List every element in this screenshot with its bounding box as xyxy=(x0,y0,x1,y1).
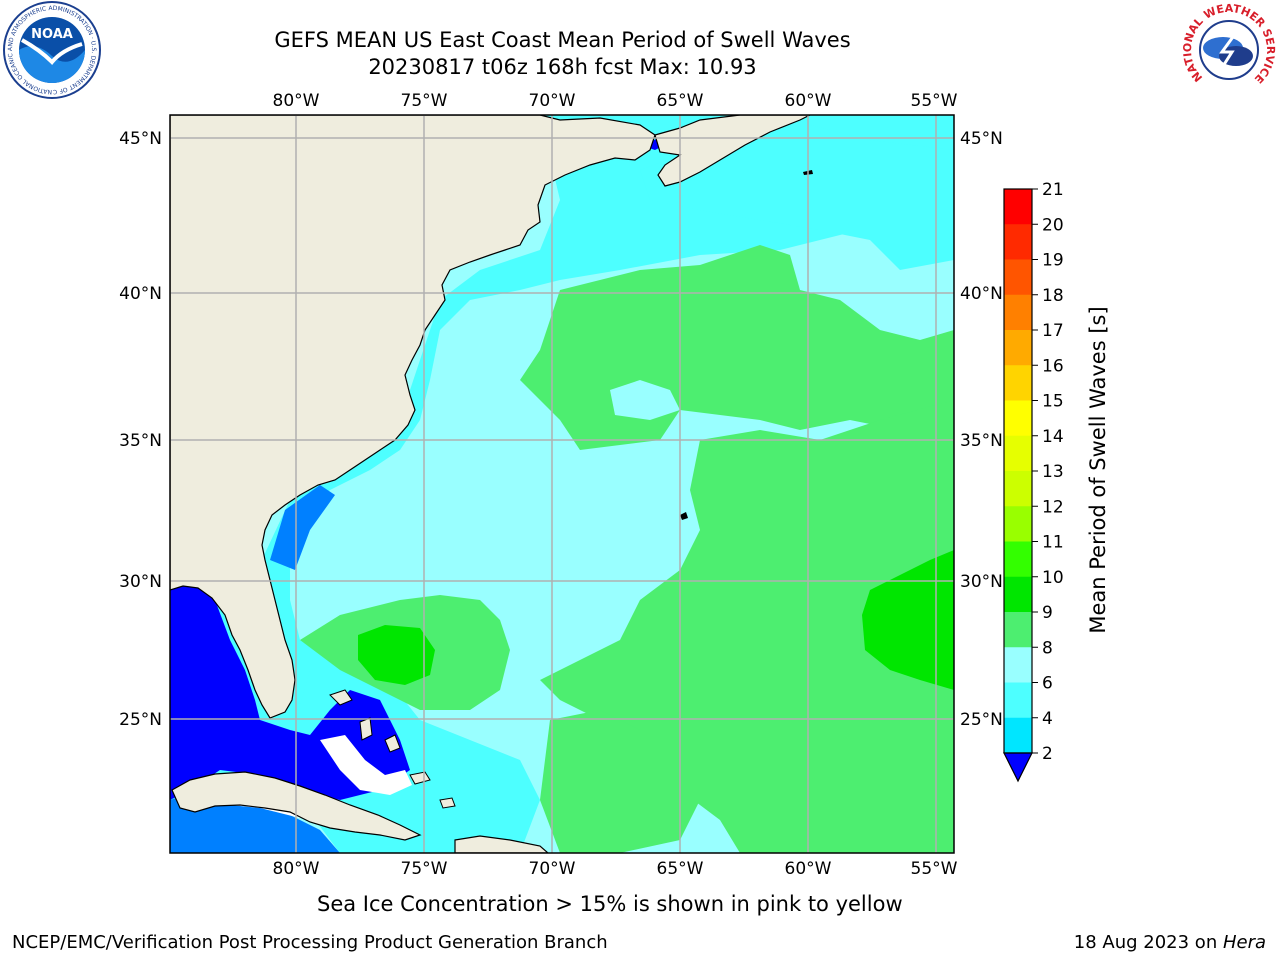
footer-date: 18 Aug 2023 on Hera xyxy=(1074,932,1266,953)
footer-host: Hera xyxy=(1222,932,1266,953)
lon-tick-bottom: 60°W xyxy=(785,859,832,879)
colorbar-segment xyxy=(1004,294,1032,331)
colorbar: 21 20 19 18 17 16 15 14 13 12 11 10 9 8 6 4 2 xyxy=(1003,180,1064,783)
lon-tick-top: 80°W xyxy=(273,91,320,111)
lat-tick-right: 40°N xyxy=(960,284,1003,304)
colorbar-label: 19 xyxy=(1042,251,1064,271)
colorbar-label: 12 xyxy=(1042,497,1064,517)
lon-tick-top: 65°W xyxy=(657,91,704,111)
land-maritimes xyxy=(654,115,811,187)
colorbar-label: 18 xyxy=(1042,286,1064,306)
colorbar-segment xyxy=(1004,717,1032,754)
colorbar-label: 15 xyxy=(1042,392,1064,412)
lon-tick-bottom: 80°W xyxy=(273,859,320,879)
colorbar-label: 21 xyxy=(1042,180,1064,200)
colorbar-segment xyxy=(1004,224,1032,260)
lon-tick-top: 75°W xyxy=(401,91,448,111)
lon-tick-bottom: 70°W xyxy=(529,859,576,879)
nws-logo: NATIONAL WEATHER SERVICE xyxy=(1181,2,1277,97)
footer-credit: NCEP/EMC/Verification Post Processing Pr… xyxy=(12,932,608,953)
colorbar-segment xyxy=(1004,541,1032,578)
noaa-logo: NATIONAL OCEANIC AND ATMOSPHERIC ADMINIS… xyxy=(0,0,101,99)
lon-labels-bottom: 80°W 75°W 70°W 65°W 60°W 55°W xyxy=(273,859,958,879)
lat-tick-left: 45°N xyxy=(119,129,162,149)
colorbar-label: 16 xyxy=(1042,356,1064,376)
land-north-america xyxy=(170,115,656,719)
swell-zone-4-6-coast xyxy=(270,485,335,570)
land-islet-bermuda xyxy=(680,512,688,520)
colorbar-label: 8 xyxy=(1042,638,1053,658)
colorbar-label: 2 xyxy=(1042,744,1053,764)
colorbar-segment xyxy=(1004,435,1032,472)
lon-tick-bottom: 55°W xyxy=(911,859,958,879)
map-plot-area xyxy=(170,115,954,853)
lon-labels-top: 80°W 75°W 70°W 65°W 60°W 55°W xyxy=(273,91,958,111)
chart-subtitle: 20230817 t06z 168h fcst Max: 10.93 xyxy=(368,55,757,79)
lon-tick-bottom: 65°W xyxy=(657,859,704,879)
lat-tick-right: 25°N xyxy=(960,710,1003,730)
colorbar-label: 14 xyxy=(1042,427,1064,447)
land-hispaniola xyxy=(454,835,549,853)
lon-tick-top: 55°W xyxy=(911,91,958,111)
colorbar-segment xyxy=(1004,365,1032,401)
bahamas-bank xyxy=(320,735,412,795)
colorbar-segment xyxy=(1004,506,1032,542)
colorbar-label: 11 xyxy=(1042,533,1064,553)
footer-date-text: 18 Aug 2023 on xyxy=(1073,932,1223,953)
lat-tick-left: 40°N xyxy=(119,284,162,304)
lat-tick-left: 30°N xyxy=(119,572,162,592)
colorbar-label: 10 xyxy=(1042,568,1064,588)
colorbar-label: 9 xyxy=(1042,603,1053,623)
land-bahamas xyxy=(329,689,456,809)
sea-ice-caption: Sea Ice Concentration > 15% is shown in … xyxy=(317,892,903,916)
map-frame xyxy=(169,114,955,854)
lat-labels-right: 45°N 40°N 35°N 30°N 25°N xyxy=(960,129,1003,730)
lon-tick-top: 60°W xyxy=(785,91,832,111)
lon-tick-top: 70°W xyxy=(529,91,576,111)
colorbar-label: 20 xyxy=(1042,215,1064,235)
swell-zone-9-10-south xyxy=(540,710,700,853)
colorbar-segment xyxy=(1004,330,1032,366)
noaa-logo-text: NOAA xyxy=(31,27,73,42)
colorbar-label: 17 xyxy=(1042,321,1064,341)
colorbar-segment xyxy=(1004,471,1032,507)
lat-tick-right: 30°N xyxy=(960,572,1003,592)
colorbar-title: Mean Period of Swell Waves [s] xyxy=(1086,306,1110,633)
lat-tick-left: 25°N xyxy=(119,710,162,730)
colorbar-segment xyxy=(1004,189,1032,225)
lat-tick-left: 35°N xyxy=(119,431,162,451)
swell-zone-10-11-west xyxy=(358,625,435,685)
lat-tick-right: 35°N xyxy=(960,431,1003,451)
colorbar-label: 13 xyxy=(1042,462,1064,482)
colorbar-segment xyxy=(1004,400,1032,437)
colorbar-segment xyxy=(1004,612,1032,648)
lat-labels-left: 45°N 40°N 35°N 30°N 25°N xyxy=(119,129,162,730)
colorbar-extension xyxy=(1003,752,1033,783)
colorbar-label: 4 xyxy=(1042,709,1053,729)
chart-title: GEFS MEAN US East Coast Mean Period of S… xyxy=(274,28,851,52)
colorbar-segment xyxy=(1004,647,1032,683)
lon-tick-bottom: 75°W xyxy=(401,859,448,879)
colorbar-segment xyxy=(1004,682,1032,719)
colorbar-label: 6 xyxy=(1042,674,1053,694)
colorbar-segment xyxy=(1004,259,1032,296)
lat-tick-right: 45°N xyxy=(960,129,1003,149)
swell-zone-8-9-patch xyxy=(610,380,680,420)
colorbar-segment xyxy=(1004,576,1032,613)
swell-zone-10-11-east xyxy=(862,550,954,690)
graticule xyxy=(170,115,954,853)
